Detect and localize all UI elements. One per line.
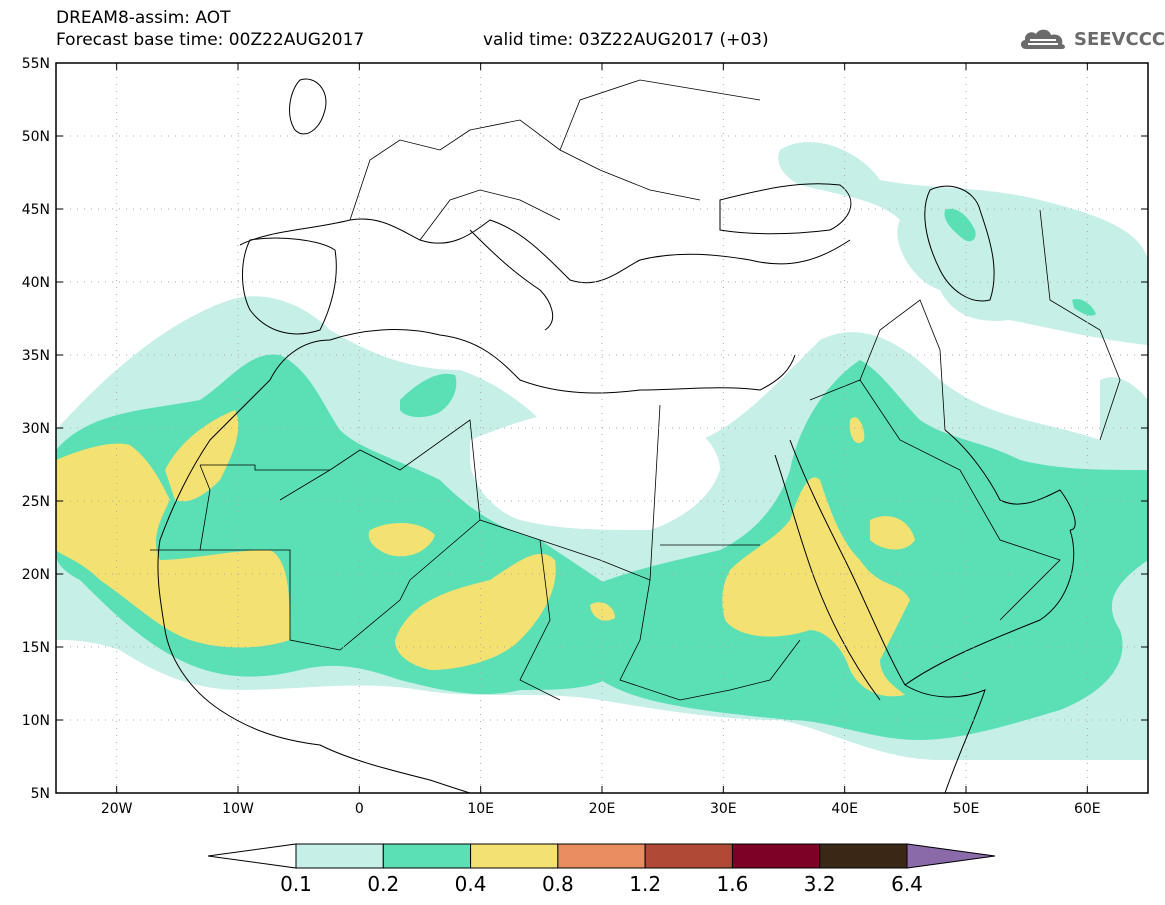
coast-black-sea bbox=[719, 183, 852, 235]
colorbar-label: 0.2 bbox=[367, 872, 400, 896]
border-chad bbox=[519, 539, 561, 701]
border-europe-3 bbox=[419, 189, 561, 241]
coast-mediterranean-south bbox=[329, 329, 796, 394]
aot-band-0.4-morocco bbox=[165, 410, 239, 502]
colorbar-box bbox=[644, 843, 733, 869]
lon-tick-label: 20E bbox=[589, 801, 616, 817]
aot-band-0.4-niger bbox=[395, 553, 556, 670]
border-iran-east bbox=[1039, 209, 1121, 441]
country-borders bbox=[150, 79, 1121, 701]
aot-band-0.2-algeria-spot bbox=[400, 373, 457, 418]
lon-tick-label: 0 bbox=[355, 801, 364, 817]
border-europe-4 bbox=[559, 79, 761, 151]
colorbar-label: 3.2 bbox=[803, 872, 836, 896]
lon-tick-label: 40E bbox=[831, 801, 858, 817]
coast-britain bbox=[289, 78, 327, 135]
colorbar-label: 0.1 bbox=[280, 872, 312, 896]
lon-tick-label: 20W bbox=[101, 801, 133, 817]
colorbar-label: 6.4 bbox=[891, 872, 923, 896]
lon-tick-label: 10E bbox=[467, 801, 494, 817]
grid-lines bbox=[56, 63, 1148, 793]
lon-tick-label: 10W bbox=[222, 801, 254, 817]
border-morocco bbox=[200, 464, 330, 471]
colorbar-box bbox=[731, 843, 821, 869]
coast-gulf bbox=[944, 429, 1076, 531]
aot-band-0.4-arabia-spot bbox=[849, 417, 865, 444]
border-libya bbox=[479, 404, 661, 581]
aot-shading bbox=[56, 63, 1148, 760]
colorbar bbox=[207, 843, 996, 869]
lat-tick-label: 35N bbox=[22, 348, 50, 364]
lat-tick-label: 40N bbox=[22, 275, 50, 291]
aot-band-0.2-iran-spot bbox=[1072, 298, 1096, 316]
forecast-base-time: Forecast base time: 00Z22AUG2017 bbox=[56, 30, 365, 50]
lat-tick-label: 10N bbox=[22, 713, 50, 729]
aot-band-0.4-chad bbox=[590, 602, 615, 621]
aot-band-0.4-algeria bbox=[368, 523, 435, 557]
lon-tick-label: 50E bbox=[953, 801, 980, 817]
coast-europe bbox=[239, 218, 851, 284]
logo-text: SEEVCCC bbox=[1074, 28, 1165, 50]
border-europe-2 bbox=[469, 119, 701, 201]
lat-tick-label: 5N bbox=[31, 786, 50, 802]
lat-tick-label: 45N bbox=[22, 202, 50, 218]
lat-tick-label: 25N bbox=[22, 494, 50, 510]
lon-tick-label: 30E bbox=[710, 801, 737, 817]
border-west-sahara bbox=[150, 464, 211, 551]
colorbar-label: 1.6 bbox=[716, 872, 749, 896]
aot-band-0.1-iran bbox=[1100, 377, 1148, 470]
coast-caspian bbox=[924, 185, 995, 302]
aot-band-0.2-central bbox=[558, 360, 1148, 740]
colorbar-box bbox=[470, 843, 559, 869]
colorbar-box bbox=[819, 843, 908, 869]
colorbar-under-triangle bbox=[207, 843, 297, 869]
colorbar-label: 0.8 bbox=[541, 872, 574, 896]
coast-italy bbox=[469, 229, 554, 331]
lat-tick-label: 30N bbox=[22, 421, 50, 437]
lat-tick-label: 55N bbox=[22, 56, 50, 72]
lon-tick-label: 60E bbox=[1074, 801, 1101, 817]
border-europe-1 bbox=[349, 129, 471, 221]
map-axes: 5N 10N 15N 20N 25N 30N 35N 40N 45N 50N 55N 20W 10W 0 1… bbox=[22, 56, 1148, 817]
coast-west-africa bbox=[157, 339, 471, 793]
aot-band-0.1-caspian bbox=[778, 141, 1148, 345]
map-title: DREAM8-assim: AOT bbox=[56, 8, 231, 28]
aot-clear-libya bbox=[470, 404, 720, 530]
cloud-icon bbox=[1020, 29, 1065, 49]
coast-iberia bbox=[242, 237, 337, 335]
seevccc-logo: SEEVCCC bbox=[1018, 24, 1165, 54]
border-mali bbox=[200, 549, 411, 651]
lat-tick-label: 50N bbox=[22, 129, 50, 145]
coast-red-sea-west bbox=[774, 454, 881, 701]
lat-tick-label: 15N bbox=[22, 640, 50, 656]
colorbar-box bbox=[295, 843, 384, 869]
aot-clear-north bbox=[56, 63, 1148, 380]
lat-tick-label: 20N bbox=[22, 567, 50, 583]
aot-band-0.4-sudan bbox=[722, 477, 910, 697]
coastlines bbox=[157, 78, 1076, 793]
valid-time: valid time: 03Z22AUG2017 (+03) bbox=[483, 30, 769, 50]
colorbar-label: 0.4 bbox=[454, 872, 487, 896]
aot-band-0.4-mauritania bbox=[56, 443, 290, 648]
colorbar-box bbox=[557, 843, 646, 869]
aot-band-0.4-saudi bbox=[870, 516, 915, 550]
colorbar-over-triangle bbox=[906, 843, 996, 869]
aot-band-0.2-caspian-spot bbox=[944, 208, 976, 242]
colorbar-label: 1.2 bbox=[629, 872, 662, 896]
colorbar-box bbox=[382, 843, 472, 869]
border-iraq bbox=[859, 299, 946, 431]
coast-arabia-south bbox=[904, 529, 1075, 686]
border-sudan bbox=[619, 579, 801, 701]
coast-horn-africa bbox=[904, 684, 986, 793]
